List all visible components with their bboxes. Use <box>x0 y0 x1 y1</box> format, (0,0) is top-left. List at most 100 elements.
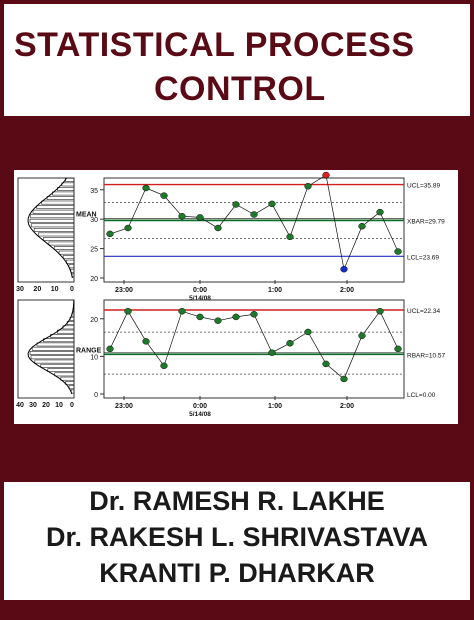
range-data-point <box>358 332 366 339</box>
range-data-point <box>286 339 294 347</box>
range-histogram-bar <box>60 376 75 381</box>
range-data-point <box>322 360 330 368</box>
range-histogram-bar <box>30 355 75 360</box>
range-histogram-tick: 0 <box>70 402 74 409</box>
mean-histogram-bar <box>58 250 75 255</box>
author-2: Dr. RAKESH L. SHRIVASTAVA <box>45 522 429 552</box>
mean-ucl-label: UCL=35.89 <box>407 183 440 190</box>
mean-histogram-bar <box>30 223 75 228</box>
mean-x-tick-label: 2:00 <box>340 287 354 294</box>
range-data-point <box>232 313 240 321</box>
mean-x-date-label: 5/14/08 <box>189 295 211 302</box>
book-title-line-1: STATISTICAL PROCESS <box>14 26 415 64</box>
range-data-point <box>196 313 204 321</box>
range-series-line <box>109 310 399 380</box>
range-x-tick-label: 1:00 <box>268 403 282 410</box>
mean-center-label: XBAR=29.79 <box>407 218 445 225</box>
mean-histogram-bar <box>30 214 75 219</box>
mean-y-tick-label: 25 <box>90 247 98 254</box>
mean-series-line <box>109 174 399 271</box>
mean-data-point <box>376 208 384 216</box>
range-x-tick-label: 23:00 <box>115 403 133 410</box>
mean-histogram-bar <box>38 232 75 237</box>
mean-data-point <box>142 184 150 192</box>
mean-data-point <box>232 201 240 208</box>
mean-lcl-label: LCL=23.69 <box>407 254 439 261</box>
mean-histogram-bar <box>33 227 75 232</box>
mean-histogram-bar <box>68 264 75 269</box>
range-lcl-label: LCL=0.00 <box>407 392 436 399</box>
mean-x-tick-label: 23:00 <box>115 287 133 294</box>
book-title-line-2: CONTROL <box>154 70 326 108</box>
mean-histogram-bar <box>48 241 75 246</box>
mean-data-point <box>250 211 258 218</box>
range-data-point <box>250 311 258 318</box>
author-3: KRANTI P. DHARKAR <box>99 558 375 588</box>
range-y-tick-label: 10 <box>90 354 98 361</box>
range-data-point <box>214 317 222 324</box>
range-data-point <box>124 308 132 315</box>
range-histogram-bar <box>47 368 75 373</box>
mean-x-tick-label: 1:00 <box>268 287 282 294</box>
range-histogram-bar <box>65 381 75 385</box>
mean-data-point <box>160 192 168 199</box>
range-data-point <box>178 308 186 315</box>
range-histogram-tick: 20 <box>42 402 50 409</box>
range-data-point <box>268 349 276 356</box>
mean-histogram-tick: 30 <box>16 286 24 293</box>
range-y-tick-label: 20 <box>90 317 98 324</box>
range-x-tick-label: 0:00 <box>193 403 207 410</box>
authors-band: Dr. RAMESH R. LAKHE Dr. RAKESH L. SHRIVA… <box>4 482 470 600</box>
mean-y-tick-label: 35 <box>90 188 98 195</box>
mean-histogram-bar <box>66 259 75 264</box>
mean-histogram-bar <box>41 200 75 205</box>
range-plot-frame <box>103 299 405 399</box>
mean-data-point-above-ucl <box>322 171 330 179</box>
range-data-point <box>106 345 114 353</box>
range-data-point <box>142 338 150 345</box>
mean-data-point <box>124 224 132 232</box>
range-data-point <box>160 362 168 370</box>
mean-x-tick-label: 0:00 <box>193 287 207 294</box>
mean-histogram-bar <box>57 187 75 191</box>
range-series-label: RANGE <box>76 347 102 354</box>
mean-histogram-curve <box>27 177 73 279</box>
range-ucl-label: UCL=22.34 <box>407 308 440 315</box>
mean-histogram-bar <box>61 182 75 187</box>
range-x-date-label: 5/14/08 <box>189 411 211 418</box>
title-band: STATISTICAL PROCESS CONTROL <box>4 4 470 116</box>
mean-histogram-tick: 10 <box>51 286 59 293</box>
mean-histogram-tick: 20 <box>33 286 41 293</box>
mean-y-tick-label: 20 <box>90 276 98 283</box>
mean-data-point <box>196 214 204 221</box>
range-histogram-bar <box>34 359 75 364</box>
mean-data-point <box>214 224 222 232</box>
range-data-point <box>376 308 384 315</box>
range-histogram-bar <box>54 372 75 377</box>
range-histogram-tick: 40 <box>16 402 24 409</box>
mean-data-point-below-lcl <box>340 265 348 273</box>
mean-data-point <box>394 248 402 255</box>
range-histogram-curve <box>27 299 75 395</box>
range-data-point <box>304 328 312 336</box>
range-histogram-bar <box>40 363 75 368</box>
mean-histogram-tick: 0 <box>70 286 74 293</box>
mean-histogram-bar <box>43 237 75 241</box>
mean-y-tick-label: 30 <box>90 217 98 224</box>
range-histogram-bar <box>31 346 75 351</box>
mean-histogram-frame <box>17 177 75 283</box>
mean-histogram-bar <box>46 196 75 200</box>
mean-data-point <box>358 222 366 230</box>
control-charts: 30 20 10 0 20 25 30 35 UCL=35.89 XBAR=29.79 LCL=23… <box>16 171 446 418</box>
author-1: Dr. RAMESH R. LAKHE <box>89 486 385 516</box>
control-chart-panel: 30 20 10 0 20 25 30 35 UCL=35.89 XBAR=29.79 LCL=23… <box>14 170 458 424</box>
mean-histogram-bar <box>65 177 75 182</box>
range-histogram-bar <box>43 338 75 343</box>
range-center-label: RBAR=10.57 <box>407 352 446 359</box>
range-data-point <box>394 345 402 353</box>
mean-data-point <box>106 230 114 238</box>
mean-data-point <box>268 200 276 208</box>
mean-histogram-bar <box>32 209 75 214</box>
range-histogram-bar <box>50 334 75 338</box>
